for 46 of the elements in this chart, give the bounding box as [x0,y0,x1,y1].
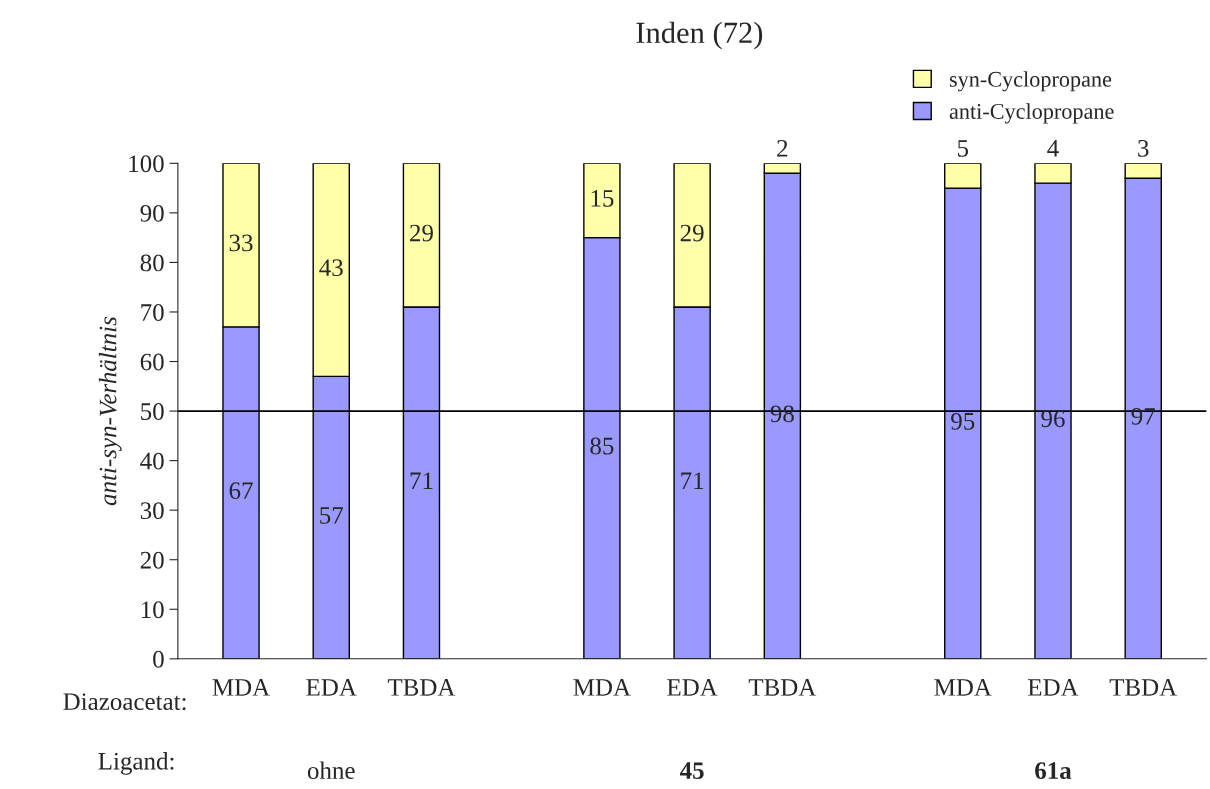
data-label: 33 [229,234,253,252]
text: Diazoacetat: [63,693,186,711]
x-tick-label: EDA [667,679,718,696]
x-tick-label: EDA [306,679,357,696]
x-tick-label: EDA [1028,679,1079,696]
x-tick-label: TBDA [387,679,456,696]
chart-title: Inden (72) [636,21,763,50]
y-tick-label: 50 [141,403,164,420]
legend-label: syn-Cyclopropane [949,71,1112,92]
data-label: 97 [1131,407,1155,425]
data-label: 67 [229,482,253,500]
data-label: 2 [777,139,788,157]
text: Ligand: [98,752,174,775]
y-tick-label: 0 [153,650,164,668]
data-label: 85 [590,437,614,455]
data-label: 15 [591,189,614,207]
x-tick-label: TBDA [1109,679,1178,696]
y-tick-label: 100 [129,155,164,173]
data-label: 4 [1047,140,1059,157]
data-label: 29 [680,224,704,242]
x-tick-label: TBDA [748,679,817,696]
x-tick-label: MDA [934,679,992,696]
data-label: 71 [681,472,704,489]
data-label: 71 [410,472,433,489]
y-tick-label: 90 [140,204,164,222]
text: 61a [1035,762,1072,780]
data-label: 3 [1138,139,1149,157]
text: ohne [307,761,355,780]
data-label: 57 [320,507,344,524]
y-tick-label: 20 [140,551,164,569]
data-label: 5 [957,140,969,157]
data-label: 95 [951,412,975,430]
legend-label: anti-Cyclopropane [949,103,1114,124]
data-label: 96 [1041,410,1065,428]
text: 45 [679,762,704,780]
y-tick-label: 40 [140,452,164,470]
data-label: 43 [319,259,343,277]
y-tick-label: 80 [140,254,164,272]
y-tick-label: 70 [141,304,164,321]
data-label: 29 [410,224,433,242]
x-tick-label: MDA [212,679,271,696]
y-tick-label: 10 [141,601,164,619]
y-tick-label: 30 [140,502,164,520]
y-tick-label: 60 [140,353,164,371]
y-axis-title: anti-syn-Verhältnis [98,316,122,506]
x-tick-label: MDA [573,679,631,696]
